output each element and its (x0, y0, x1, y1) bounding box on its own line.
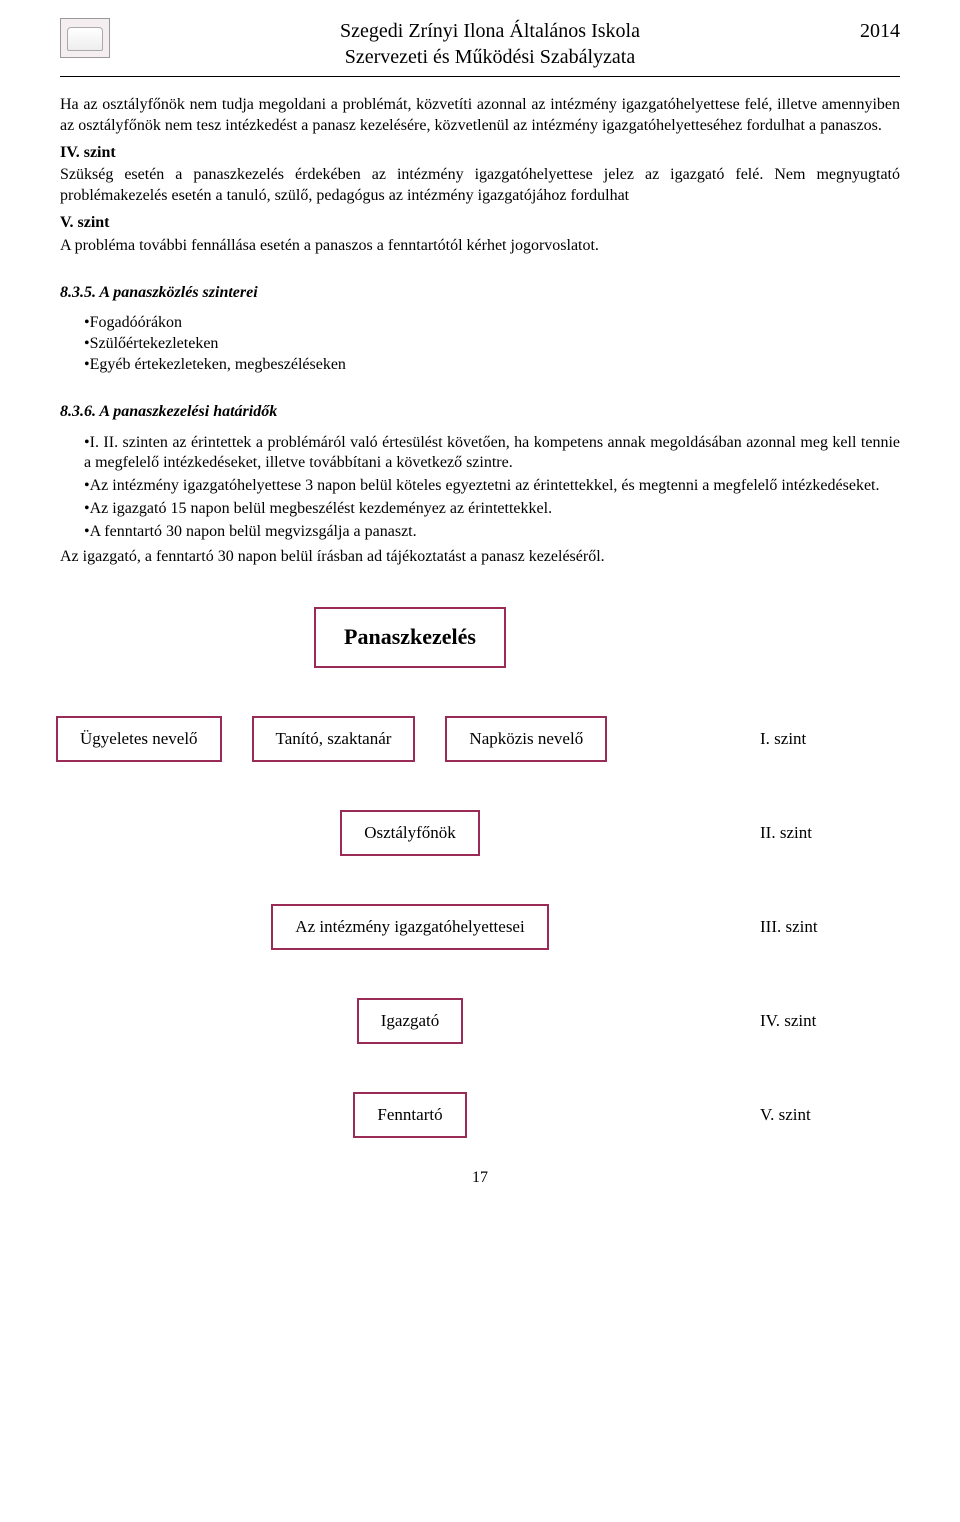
header-title-block: Szegedi Zrínyi Ilona Általános Iskola Sz… (120, 18, 860, 70)
diagram-node: Ügyeletes nevelő (56, 716, 222, 762)
diagram-node: Napközis nevelő (445, 716, 607, 762)
paragraph-closing: Az igazgató, a fenntartó 30 napon belül … (60, 547, 900, 568)
section-836-heading: 8.3.6. A panaszkezelési határidők (60, 402, 900, 423)
diagram-node: Tanító, szaktanár (252, 716, 416, 762)
list-item: Egyéb értekezleteken, megbeszéléseken (60, 355, 900, 376)
list-item: Az intézmény igazgatóhelyettese 3 napon … (60, 476, 900, 497)
diagram-level-label: I. szint (760, 728, 900, 750)
list-item: I. II. szinten az érintettek a problémár… (60, 433, 900, 475)
paragraph-level4: Szükség esetén a panaszkezelés érdekében… (60, 165, 900, 207)
header-line-2: Szervezeti és Működési Szabályzata (120, 44, 860, 70)
panaszkezeles-diagram: Panaszkezelés Ügyeletes nevelő Tanító, s… (60, 607, 900, 1138)
page-number: 17 (60, 1168, 900, 1189)
list-item: Szülőértekezleteken (60, 334, 900, 355)
section-835-list: Fogadóórákon Szülőértekezleteken Egyéb é… (60, 313, 900, 375)
level-5-heading: V. szint (60, 213, 900, 234)
section-836-list: I. II. szinten az érintettek a problémár… (60, 433, 900, 543)
diagram-node: Osztályfőnök (340, 810, 480, 856)
header-line-1: Szegedi Zrínyi Ilona Általános Iskola (120, 18, 860, 44)
paragraph-intro: Ha az osztályfőnök nem tudja megoldani a… (60, 95, 900, 137)
diagram-node: Az intézmény igazgatóhelyettesei (271, 904, 548, 950)
diagram-node: Fenntartó (353, 1092, 466, 1138)
diagram-level-label: V. szint (760, 1104, 900, 1126)
header-year: 2014 (860, 18, 900, 44)
paragraph-level5: A probléma további fennállása esetén a p… (60, 236, 900, 257)
section-835-heading: 8.3.5. A panaszközlés szinterei (60, 283, 900, 304)
level-4-heading: IV. szint (60, 143, 900, 164)
list-item: A fenntartó 30 napon belül megvizsgálja … (60, 522, 900, 543)
list-item: Fogadóórákon (60, 313, 900, 334)
school-logo-icon (60, 18, 110, 58)
diagram-node: Igazgató (357, 998, 464, 1044)
diagram-level-label: III. szint (760, 916, 900, 938)
diagram-level-label: II. szint (760, 822, 900, 844)
diagram-title-box: Panaszkezelés (314, 607, 506, 668)
page-header: Szegedi Zrínyi Ilona Általános Iskola Sz… (60, 18, 900, 77)
diagram-level-label: IV. szint (760, 1010, 900, 1032)
list-item: Az igazgató 15 napon belül megbeszélést … (60, 499, 900, 520)
